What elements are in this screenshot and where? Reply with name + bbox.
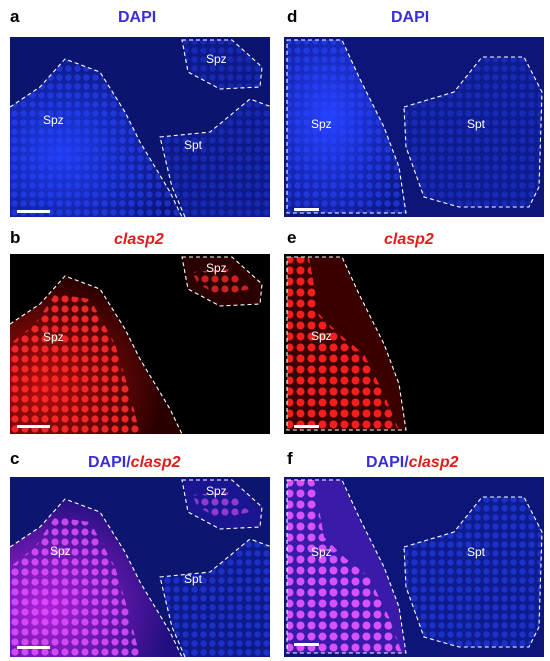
region-label: Spt — [467, 117, 486, 131]
panel-f-image: Spz Spt — [284, 477, 544, 657]
spt-outline — [159, 98, 270, 217]
region-label: Spt — [467, 545, 486, 559]
micrograph-a: Spz Spz Spt — [10, 37, 270, 217]
panel-letter-c: c — [10, 449, 20, 468]
spz-outline — [10, 275, 183, 434]
panel-letter-e: e — [287, 228, 297, 247]
scale-bar — [17, 646, 50, 649]
spz-outline — [10, 498, 183, 657]
region-label: Spz — [311, 329, 332, 343]
panel-b-image: Spz Spz — [10, 254, 270, 434]
panel-title-e: clasp2 — [384, 231, 434, 248]
scale-bar — [17, 425, 50, 428]
region-label: Spz — [206, 52, 227, 66]
panel-title-c-clasp2: clasp2 — [130, 454, 181, 471]
region-label: Spz — [311, 545, 332, 559]
panel-title-b: clasp2 — [114, 231, 164, 248]
region-label: Spz — [206, 484, 227, 498]
panel-letter-b: b — [10, 228, 21, 247]
panel-title-f: DAPI/clasp2 — [366, 455, 458, 471]
spz-outline — [181, 256, 263, 307]
region-label: Spt — [184, 572, 203, 586]
panel-d-image: Spz Spt — [284, 37, 544, 217]
scale-bar — [294, 643, 319, 646]
spz-outline — [10, 58, 183, 217]
panel-title-f-dapi: DAPI/ — [366, 454, 409, 471]
spz-outline — [181, 39, 263, 90]
region-label: Spz — [206, 261, 227, 275]
panel-a-image: Spz Spz Spt — [10, 37, 270, 217]
panel-letter-d: d — [287, 7, 298, 26]
region-label: Spt — [184, 138, 203, 152]
spt-outline — [403, 56, 543, 208]
spt-outline — [159, 538, 270, 657]
region-label: Spz — [43, 330, 64, 344]
micrograph-f: Spz Spt — [284, 477, 544, 657]
scale-bar — [294, 208, 319, 211]
scale-bar — [17, 210, 50, 213]
region-label: Spz — [311, 117, 332, 131]
panel-title-a: DAPI — [118, 9, 157, 26]
micrograph-e: Spz — [284, 254, 544, 434]
spz-outline — [181, 479, 263, 530]
micrograph-d: Spz Spt — [284, 37, 544, 217]
panel-title-d: DAPI — [391, 9, 430, 26]
panel-title-c-dapi: DAPI/ — [88, 454, 131, 471]
micrograph-c: Spz Spz Spt — [10, 477, 270, 657]
panel-e-image: Spz — [284, 254, 544, 434]
panel-letter-a: a — [10, 7, 20, 26]
panel-letter-f: f — [287, 449, 293, 468]
region-label: Spz — [43, 113, 64, 127]
panel-title-c: DAPI/clasp2 — [88, 455, 180, 471]
panel-c-image: Spz Spz Spt — [10, 477, 270, 657]
scale-bar — [294, 425, 319, 428]
micrograph-b: Spz Spz — [10, 254, 270, 434]
region-label: Spz — [50, 544, 71, 558]
panel-title-f-clasp2: clasp2 — [408, 454, 459, 471]
spt-outline — [403, 496, 543, 648]
